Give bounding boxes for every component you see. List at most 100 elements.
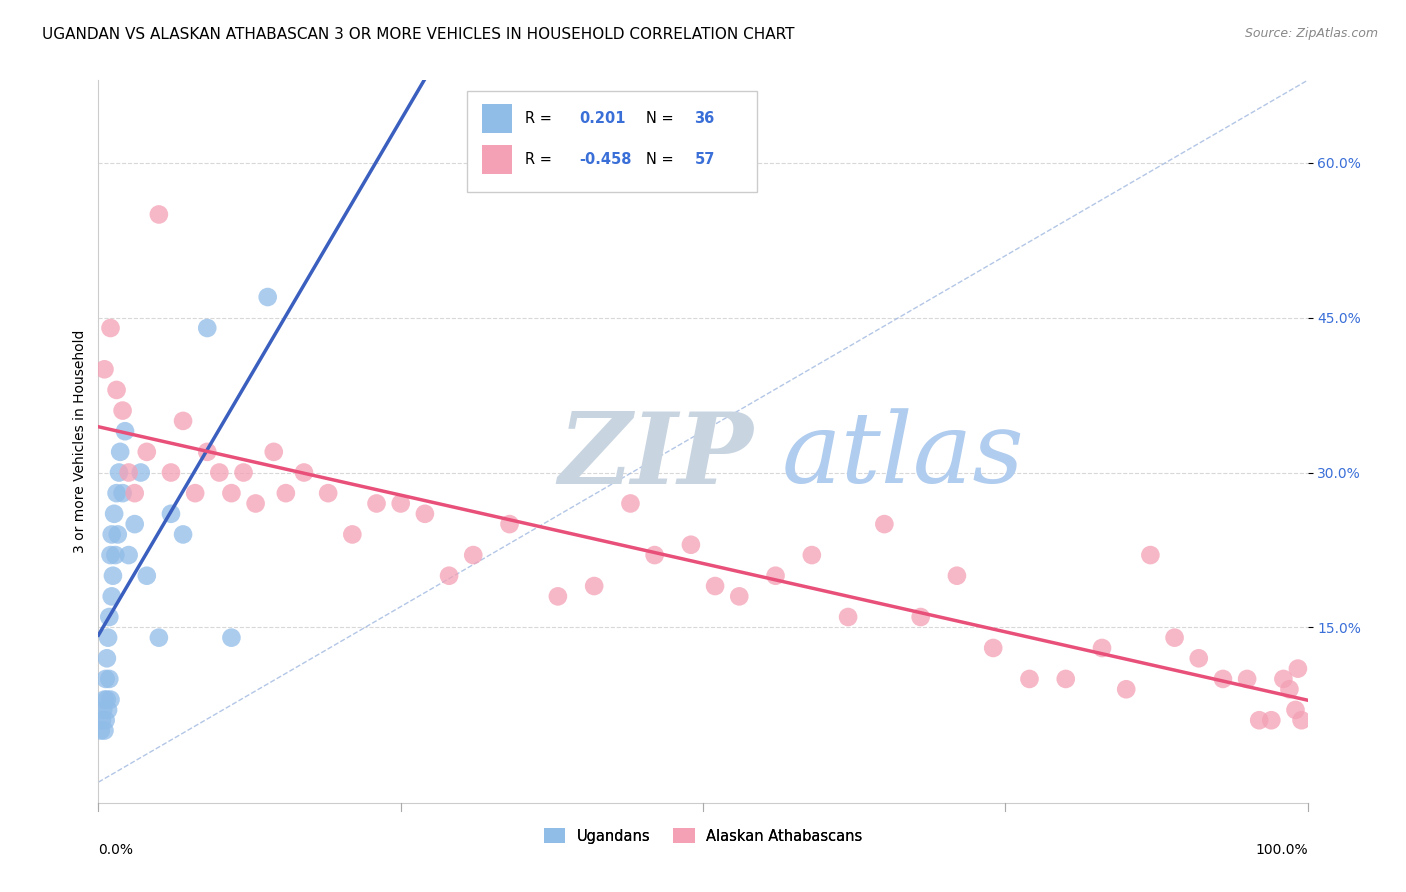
Point (103, 507, 125, 521)
Point (94, 672, 117, 686)
Point (765, 568, 787, 582)
Point (274, 486, 297, 500)
Point (118, 548, 141, 562)
Text: R =: R = (526, 112, 557, 126)
Point (342, 527, 364, 541)
Point (208, 466, 231, 480)
Point (98, 610, 121, 624)
Point (981, 640, 1004, 655)
Point (91, 713, 114, 727)
Point (366, 496, 388, 510)
Point (148, 207, 170, 221)
Point (105, 486, 128, 500)
Point (910, 610, 932, 624)
Point (118, 466, 141, 480)
Point (437, 568, 460, 582)
Point (100, 321, 122, 335)
Point (90, 723, 112, 738)
Point (256, 290, 278, 304)
Point (108, 466, 131, 480)
Point (93, 723, 115, 738)
Point (1291, 713, 1313, 727)
Point (1054, 672, 1077, 686)
Point (245, 496, 267, 510)
Point (800, 548, 823, 562)
Point (124, 486, 146, 500)
Point (221, 486, 243, 500)
Legend: Ugandans, Alaskan Athabascans: Ugandans, Alaskan Athabascans (537, 822, 869, 850)
Point (263, 445, 285, 459)
Point (1018, 672, 1040, 686)
Point (96, 651, 118, 665)
Point (111, 486, 134, 500)
Text: UGANDAN VS ALASKAN ATHABASCAN 3 OR MORE VEHICLES IN HOUSEHOLD CORRELATION CHART: UGANDAN VS ALASKAN ATHABASCAN 3 OR MORE … (42, 27, 794, 42)
Point (148, 631, 170, 645)
Point (195, 445, 218, 459)
Point (100, 527, 122, 541)
Point (413, 507, 436, 521)
Point (97, 631, 120, 645)
Text: N =: N = (647, 153, 679, 168)
FancyBboxPatch shape (467, 91, 758, 193)
Point (172, 527, 194, 541)
Text: -0.458: -0.458 (579, 153, 633, 168)
Point (1115, 682, 1137, 697)
Point (1260, 713, 1282, 727)
Bar (482, 104, 512, 133)
Point (498, 517, 520, 532)
Point (1286, 662, 1309, 676)
Point (873, 517, 896, 532)
Point (114, 424, 136, 438)
Text: 0.201: 0.201 (579, 112, 626, 126)
Text: 57: 57 (695, 153, 714, 168)
Point (195, 321, 218, 335)
Y-axis label: 3 or more Vehicles in Household: 3 or more Vehicles in Household (73, 330, 87, 553)
Point (1163, 631, 1185, 645)
Point (837, 610, 859, 624)
Point (583, 579, 606, 593)
Point (1236, 672, 1258, 686)
Point (1188, 651, 1211, 665)
Point (463, 548, 485, 562)
Point (135, 445, 157, 459)
Point (547, 590, 569, 604)
Point (93, 362, 115, 376)
Point (184, 486, 207, 500)
Point (1212, 672, 1234, 686)
Point (105, 383, 128, 397)
Point (101, 568, 124, 582)
Point (100, 548, 122, 562)
Point (107, 527, 129, 541)
Text: ZIP: ZIP (558, 408, 752, 504)
Text: R =: R = (526, 153, 557, 168)
Point (232, 466, 254, 480)
Point (728, 590, 751, 604)
Point (292, 466, 315, 480)
Text: 0.0%: 0.0% (98, 843, 134, 856)
Point (91, 703, 114, 717)
Point (104, 548, 127, 562)
Point (644, 548, 666, 562)
Text: Source: ZipAtlas.com: Source: ZipAtlas.com (1244, 27, 1378, 40)
Point (316, 486, 339, 500)
Point (124, 517, 146, 532)
Point (129, 466, 152, 480)
Point (135, 568, 157, 582)
Point (100, 590, 122, 604)
Point (111, 403, 134, 417)
Point (1284, 703, 1306, 717)
Point (1272, 672, 1295, 686)
Bar (482, 145, 512, 174)
Point (221, 631, 243, 645)
Point (160, 466, 183, 480)
Point (1278, 682, 1301, 697)
Point (679, 538, 702, 552)
Point (94, 713, 117, 727)
Point (704, 579, 727, 593)
Point (160, 507, 183, 521)
Text: 36: 36 (695, 112, 714, 126)
Text: atlas: atlas (782, 409, 1025, 504)
Point (619, 496, 641, 510)
Point (389, 496, 412, 510)
Point (1091, 640, 1114, 655)
